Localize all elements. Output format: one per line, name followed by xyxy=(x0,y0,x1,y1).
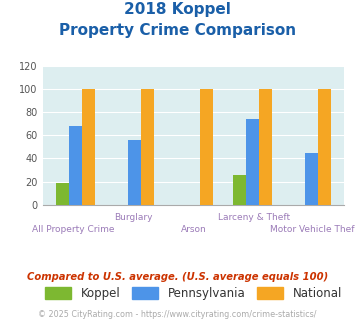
Bar xyxy=(56,183,69,205)
Bar xyxy=(200,89,213,205)
Text: All Property Crime: All Property Crime xyxy=(32,225,114,234)
Bar xyxy=(318,89,331,205)
Text: Burglary: Burglary xyxy=(114,213,152,222)
Text: Property Crime Comparison: Property Crime Comparison xyxy=(59,23,296,38)
Text: 2018 Koppel: 2018 Koppel xyxy=(124,2,231,16)
Text: Larceny & Theft: Larceny & Theft xyxy=(218,213,290,222)
Bar xyxy=(82,89,95,205)
Bar xyxy=(141,89,154,205)
Legend: Koppel, Pennsylvania, National: Koppel, Pennsylvania, National xyxy=(40,282,346,305)
Bar xyxy=(305,152,318,205)
Text: Arson: Arson xyxy=(181,225,206,234)
Bar xyxy=(233,175,246,205)
Text: Compared to U.S. average. (U.S. average equals 100): Compared to U.S. average. (U.S. average … xyxy=(27,272,328,282)
Text: Motor Vehicle Theft: Motor Vehicle Theft xyxy=(270,225,355,234)
Bar xyxy=(259,89,272,205)
Bar xyxy=(69,126,82,205)
Bar xyxy=(246,119,259,205)
Text: © 2025 CityRating.com - https://www.cityrating.com/crime-statistics/: © 2025 CityRating.com - https://www.city… xyxy=(38,310,317,319)
Bar xyxy=(128,140,141,205)
